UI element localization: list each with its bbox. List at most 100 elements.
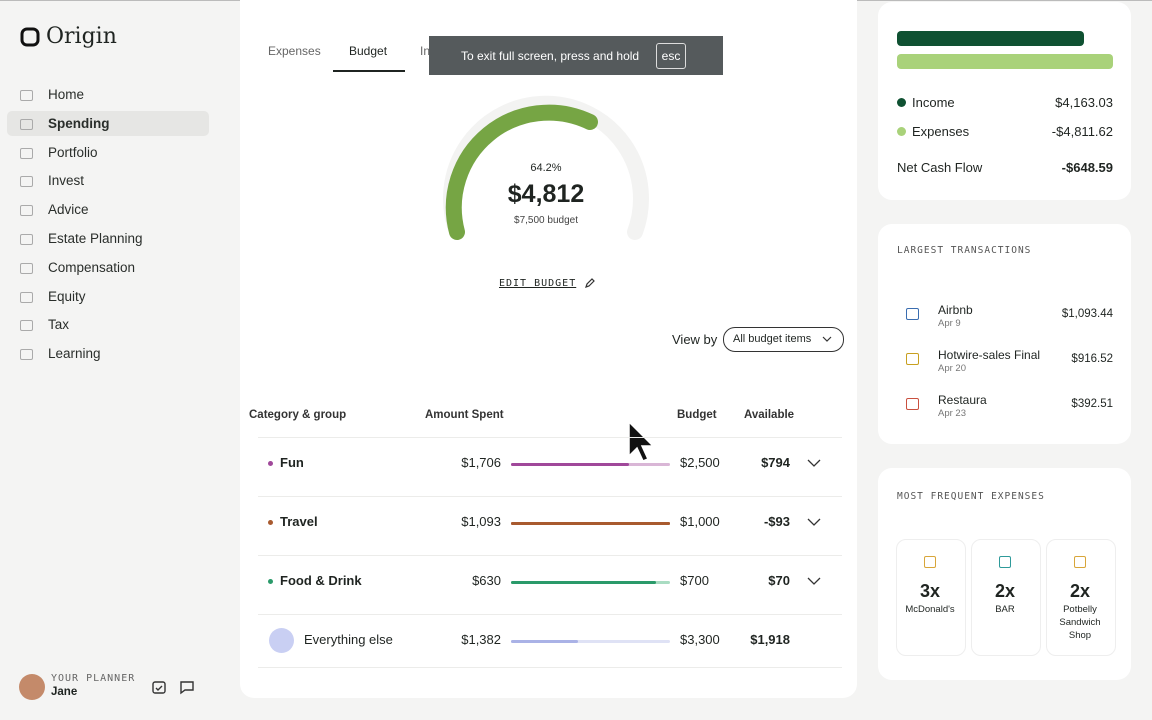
frequent-tile[interactable] <box>1046 539 1116 656</box>
card-title: LARGEST TRANSACTIONS <box>897 245 1032 256</box>
frequent-tile[interactable] <box>896 539 966 656</box>
header[interactable]: Amount Spent <box>425 409 504 421</box>
available: $70 <box>768 573 790 588</box>
transaction-amount: $1,093.44 <box>1061 308 1113 320</box>
transaction-icon <box>906 398 919 410</box>
nav-item[interactable]: Estate Planning <box>48 231 143 246</box>
row-separator <box>258 437 842 438</box>
budget: $2,500 <box>680 455 720 470</box>
brand: Origin <box>46 24 117 49</box>
expand-chevron[interactable] <box>807 458 821 468</box>
frequent-name: Potbelly Sandwich Shop <box>1059 604 1101 641</box>
planner-label: YOUR PLANNER <box>51 673 136 684</box>
transaction-name[interactable]: Restaura <box>938 393 987 407</box>
row-separator <box>258 667 842 668</box>
nav-item[interactable]: Spending <box>48 115 110 131</box>
nav-item[interactable]: Invest <box>48 173 85 189</box>
nav-item[interactable]: Home <box>48 87 85 102</box>
amount-spent: $1,093 <box>461 514 501 529</box>
nav-icon <box>20 118 33 130</box>
tab-active[interactable]: Budget <box>349 44 388 58</box>
progress-fill <box>511 463 629 466</box>
transaction-date: Apr 23 <box>938 408 966 419</box>
frequent-count: 3x <box>919 581 941 601</box>
nav-item[interactable]: Portfolio <box>48 144 98 160</box>
category-name[interactable]: Fun <box>280 455 304 470</box>
chat-icon[interactable] <box>179 679 195 695</box>
progress-track <box>511 640 670 643</box>
gauge <box>443 95 649 240</box>
frequent-tile[interactable] <box>971 539 1041 656</box>
row-separator <box>258 555 842 556</box>
gauge-fill <box>445 104 598 240</box>
header[interactable]: Available <box>744 409 795 421</box>
header[interactable]: Budget <box>677 409 717 421</box>
frequent-icon <box>999 556 1011 568</box>
transaction-name[interactable]: Airbnb <box>938 303 973 317</box>
expense-bar <box>897 54 1113 69</box>
planner-name: Jane <box>51 686 78 698</box>
planner-avatar <box>19 674 45 700</box>
expand-chevron[interactable] <box>807 576 821 586</box>
tab-underline <box>333 70 405 72</box>
card-title: MOST FREQUENT EXPENSES <box>897 491 1045 502</box>
frequent-count: 2x <box>994 581 1016 601</box>
transaction-date: Apr 9 <box>938 318 961 329</box>
chevron <box>822 336 832 342</box>
frequent-name: BAR <box>995 604 1015 615</box>
view-by-label: View by <box>672 332 718 347</box>
category-dot <box>268 579 273 584</box>
available: $1,918 <box>750 632 790 647</box>
category-icon <box>269 628 294 653</box>
legend-dot <box>897 127 906 136</box>
progress-fill <box>511 581 656 584</box>
toast-key: esc <box>656 43 686 69</box>
frequent-icon <box>1074 556 1086 568</box>
available: -$93 <box>763 514 790 529</box>
transaction-icon <box>906 353 919 365</box>
nav-item[interactable]: Compensation <box>48 259 136 275</box>
expand-chevron[interactable] <box>807 517 821 527</box>
budget: $3,300 <box>680 632 720 647</box>
view-by-value: All budget items <box>733 333 812 345</box>
nav-item[interactable]: Tax <box>48 317 70 333</box>
category-name[interactable]: Travel <box>280 514 318 529</box>
nav-active-bg <box>7 111 209 136</box>
tab[interactable]: Expenses <box>268 44 321 58</box>
summary-value: $4,163.03 <box>1055 95 1113 110</box>
nav-item[interactable]: Advice <box>48 202 89 218</box>
net-value: -$648.59 <box>1061 160 1113 175</box>
frequent-icon <box>924 556 936 568</box>
header: Category & group <box>249 409 347 421</box>
category-dot <box>268 461 273 466</box>
nav-icon <box>20 291 33 303</box>
category-name[interactable]: Everything else <box>304 632 393 647</box>
legend-dot <box>897 98 906 107</box>
category-name[interactable]: Food & Drink <box>280 573 362 588</box>
budget: $1,000 <box>680 514 720 529</box>
nav-item[interactable]: Learning <box>48 346 101 362</box>
transaction-date: Apr 20 <box>938 363 966 374</box>
gauge-amount: $4,812 <box>507 180 585 208</box>
calendar-icon[interactable] <box>151 679 167 695</box>
nav-icon <box>20 147 33 159</box>
view-by-select[interactable] <box>723 327 844 352</box>
nav-item[interactable]: Equity <box>48 288 86 304</box>
nav-icon <box>20 320 33 332</box>
transaction-name[interactable]: Hotwire-sales Final <box>938 348 1041 362</box>
summary-label: Income <box>912 95 955 110</box>
edit-budget[interactable]: EDIT BUDGET <box>499 278 577 289</box>
category-dot <box>268 520 273 525</box>
nav-icon <box>20 205 33 217</box>
net-label: Net Cash Flow <box>897 160 983 175</box>
row-separator <box>258 614 842 615</box>
largest-card <box>878 224 1131 444</box>
summary-label: Expenses <box>912 124 970 139</box>
toast-text: To exit full screen, press and hold <box>461 49 640 63</box>
progress-fill <box>511 522 670 525</box>
gauge-percent: 64.2% <box>530 162 562 174</box>
gauge-budget: $7,500 budget <box>514 215 578 226</box>
frequent-name: McDonald's <box>905 604 955 615</box>
nav-icon <box>20 176 33 188</box>
